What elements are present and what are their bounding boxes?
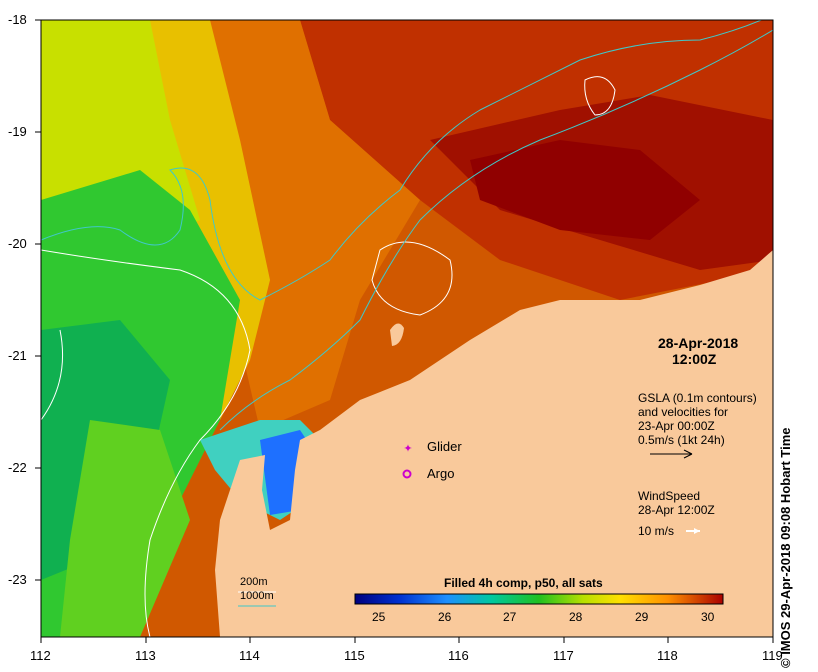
argo-icon — [402, 469, 412, 479]
gsla-legend-line4: 0.5m/s (1kt 24h) — [638, 433, 725, 447]
sst-field — [41, 20, 773, 637]
plot-frame — [40, 19, 774, 638]
wind-legend-line2: 28-Apr 12:00Z — [638, 503, 715, 517]
colorbar-tick: 26 — [438, 610, 452, 624]
x-tick: 113 — [135, 648, 156, 663]
glider-label: Glider — [427, 439, 462, 454]
glider-icon: ✦ — [403, 443, 412, 455]
colorbar-tick: 27 — [503, 610, 517, 624]
y-tick: -23 — [8, 572, 27, 587]
gsla-legend-line1: GSLA (0.1m contours) — [638, 391, 757, 405]
colorbar-tick: 29 — [635, 610, 649, 624]
colorbar — [354, 593, 724, 605]
y-tick: -20 — [8, 236, 27, 251]
y-tick: -21 — [8, 348, 27, 363]
argo-label: Argo — [427, 466, 455, 481]
island — [390, 323, 404, 346]
y-tick: -19 — [8, 124, 27, 139]
gsla-legend-line3: 23-Apr 00:00Z — [638, 419, 715, 433]
x-tick: 114 — [239, 648, 260, 663]
x-tick: 117 — [553, 648, 574, 663]
x-tick: 116 — [448, 648, 469, 663]
map-time: 12:00Z — [672, 351, 717, 367]
x-tick: 115 — [344, 648, 365, 663]
contour-200m — [41, 249, 251, 637]
eddy-contour — [371, 241, 453, 316]
colorbar-title: Filled 4h comp, p50, all sats — [444, 576, 603, 590]
credit-text: © IMOS 29-Apr-2018 09:08 Hobart Time — [778, 427, 793, 668]
axis-ticks — [35, 19, 774, 643]
y-tick: -18 — [8, 12, 27, 27]
bathy-200-label: 200m — [240, 576, 268, 588]
gsla-legend-line2: and velocities for — [638, 405, 729, 419]
colorbar-tick: 28 — [569, 610, 583, 624]
x-tick: 112 — [30, 648, 51, 663]
x-tick: 119 — [762, 648, 783, 663]
y-tick: -22 — [8, 460, 27, 475]
colorbar-tick: 25 — [372, 610, 386, 624]
bathy-1000-label: 1000m — [240, 590, 274, 602]
map-date: 28-Apr-2018 — [658, 335, 739, 351]
x-tick: 118 — [657, 648, 678, 663]
wind-legend-line1: WindSpeed — [638, 489, 701, 503]
contour-1000m — [41, 20, 763, 301]
land-mass — [215, 250, 773, 637]
colorbar-tick: 30 — [701, 610, 715, 624]
wind-legend-line3: 10 m/s — [638, 524, 675, 538]
